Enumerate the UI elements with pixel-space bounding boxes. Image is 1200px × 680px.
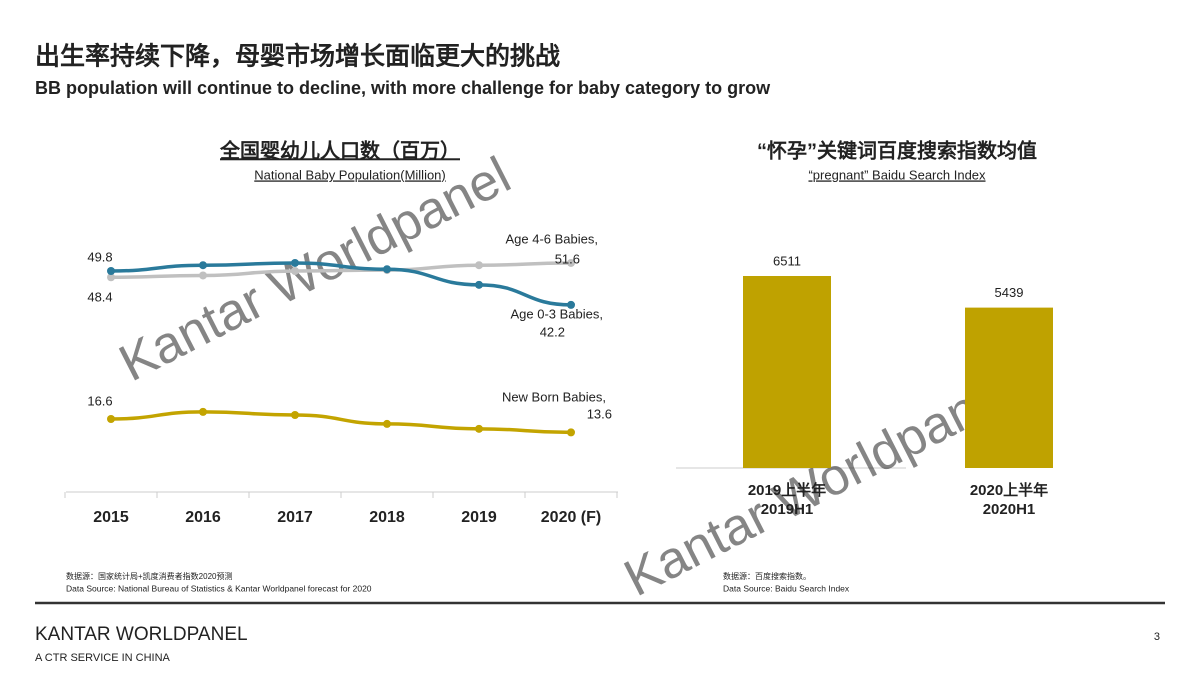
page-number: 3 [1154,631,1160,643]
series-label: Age 0-3 Babies, [510,306,603,321]
series-line [110,261,572,279]
chart-subtitle: National Baby Population(Million) [254,167,446,182]
x-tick-label: 2018 [369,509,405,526]
point [107,267,115,275]
x-tick-label: 2017 [277,509,313,526]
brand: KANTAR WORLDPANEL [35,624,248,645]
point [291,410,299,419]
x-tick-label: 2016 [185,509,221,526]
x-tick-label: 2019上半年 [748,481,826,499]
slide-subtitle: BB population will continue to decline, … [35,78,771,98]
data-label: 51.6 [555,251,580,266]
bar [743,276,831,468]
x-tick-label: 2020 (F) [541,509,601,526]
point [475,280,483,289]
chart-subtitle: “pregnant” Baidu Search Index [808,167,986,182]
data-label: 5439 [995,285,1024,300]
point [107,415,115,424]
data-label: 49.8 [87,249,112,264]
series-line [110,261,572,307]
data-label: 48.4 [87,289,112,304]
tagline: A CTR SERVICE IN CHINA [35,652,171,664]
point [107,273,115,282]
point [383,265,391,274]
source-cn: 数据源：百度搜索指数。 [723,571,811,581]
point [199,271,207,280]
series-label: Age 4-6 Babies, [505,231,598,246]
x-tick-label: 2019H1 [761,501,814,518]
point [475,261,483,270]
point [199,261,207,270]
x-tick-label: 2020H1 [983,501,1036,518]
bar [965,307,1053,468]
source-en: Data Source: Baidu Search Index [723,583,850,593]
point [291,267,299,275]
point [567,428,575,437]
slide-title: 出生率持续下降，母婴市场增长面临更大的挑战 [35,42,560,71]
data-label: 42.2 [540,324,565,339]
series-label: New Born Babies, [502,389,606,404]
chart-title: 全国婴幼儿人口数（百万） [219,138,460,162]
source-en: Data Source: National Bureau of Statisti… [66,583,372,593]
data-label: 16.6 [87,393,112,408]
source-cn: 数据源：国家统计局+凯度消费者指数2020预测 [66,571,232,581]
data-label: 13.6 [587,406,612,421]
x-tick-label: 2015 [93,509,129,526]
chart-title: “怀孕”关键词百度搜索指数均值 [757,138,1037,162]
point [567,258,575,267]
point [475,424,483,433]
point [291,258,299,267]
point [199,407,207,416]
x-tick-label: 2020上半年 [970,481,1048,499]
point [383,419,391,428]
point [567,300,575,309]
data-label: 6511 [773,253,801,268]
x-tick-label: 2019 [461,509,497,526]
series-line [110,410,572,435]
